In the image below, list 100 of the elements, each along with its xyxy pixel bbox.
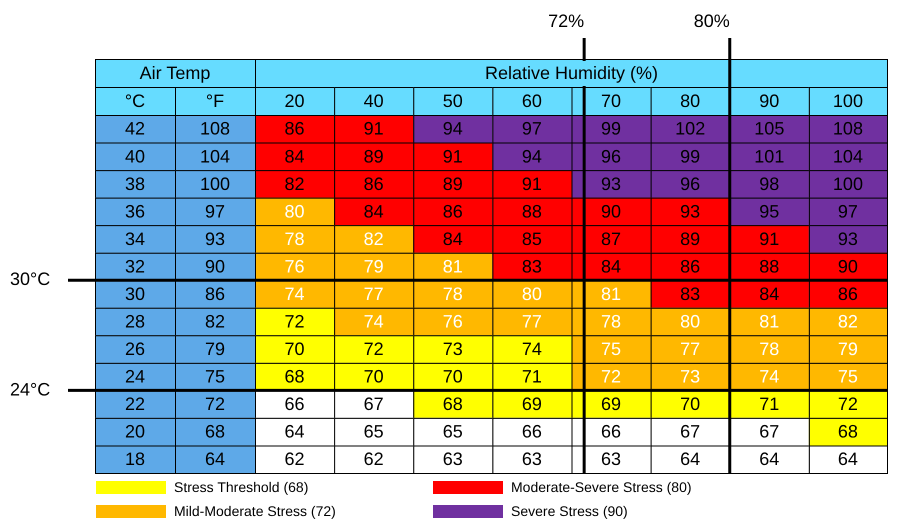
data-label: 90 — [838, 256, 858, 276]
y-tick-label: 24 — [124, 366, 146, 387]
data-label: 88 — [759, 256, 780, 276]
text: 80% — [694, 10, 730, 31]
data-label: 64 — [680, 449, 700, 470]
x-tick-label: 50 — [442, 90, 463, 111]
data-label: 73 — [442, 339, 463, 360]
y-tick-label: 22 — [124, 394, 146, 414]
y-tick-label: 20 — [124, 422, 146, 442]
data-label: 66 — [601, 422, 622, 442]
data-label: 72 — [364, 339, 384, 360]
data-label: 95 — [759, 201, 780, 222]
data-label: 63 — [601, 449, 622, 470]
y-tick-label: 26 — [124, 339, 146, 360]
data-label: 63 — [442, 449, 463, 470]
data-label: 105 — [754, 118, 784, 139]
data-label: 64 — [759, 449, 780, 470]
data-label: 82 — [364, 228, 384, 249]
data-label: 72 — [601, 366, 622, 387]
data-label: 65 — [364, 422, 384, 442]
data-label: 104 — [832, 146, 863, 166]
data-label: 89 — [364, 146, 384, 166]
data-label: 82 — [284, 174, 305, 194]
data-label: 72 — [838, 394, 858, 414]
y2-tick-label: 90 — [204, 256, 226, 276]
legend-label: Mild-Moderate Stress (72) — [174, 502, 336, 519]
data-label: 72 — [284, 312, 305, 332]
data-label: 77 — [522, 312, 542, 332]
x-tick-label: 90 — [759, 90, 780, 111]
data-label: 90 — [601, 201, 622, 222]
data-label: 78 — [601, 312, 622, 332]
data-label: 74 — [364, 312, 384, 332]
data-label: 108 — [832, 118, 863, 139]
data-label: 94 — [442, 118, 463, 139]
text: °F — [206, 90, 224, 111]
legend-label: Severe Stress (90) — [511, 502, 628, 519]
data-label: 69 — [601, 394, 622, 414]
data-label: 86 — [284, 118, 305, 139]
data-label: 70 — [364, 366, 384, 387]
data-label: 74 — [759, 366, 780, 387]
data-label: 91 — [364, 118, 384, 139]
data-label: 70 — [284, 339, 305, 360]
data-label: 75 — [601, 339, 622, 360]
y-tick-label: 30 — [124, 284, 146, 304]
data-label: 71 — [759, 394, 780, 414]
y-tick-label: 34 — [124, 228, 146, 249]
y-tick-label: 36 — [124, 201, 146, 222]
data-label: 68 — [284, 366, 305, 387]
data-label: 94 — [522, 146, 542, 166]
y2-tick-label: 104 — [200, 146, 230, 166]
data-label: 98 — [759, 174, 780, 194]
data-label: 73 — [680, 366, 700, 387]
data-label: 96 — [601, 146, 622, 166]
data-label: 101 — [754, 146, 784, 166]
data-label: 93 — [601, 174, 622, 194]
data-label: 84 — [364, 201, 384, 222]
x-axis-title: Relative Humidity (%) — [484, 62, 658, 83]
text: 72% — [548, 10, 584, 31]
data-label: 62 — [284, 449, 305, 470]
data-label: 91 — [522, 174, 542, 194]
y-tick-label: 40 — [124, 146, 146, 166]
data-label: 63 — [522, 449, 542, 470]
data-label: 86 — [364, 174, 384, 194]
x-tick-label: 80 — [680, 90, 700, 111]
data-label: 99 — [680, 146, 700, 166]
data-label: 77 — [364, 284, 384, 304]
data-label: 88 — [522, 201, 542, 222]
data-label: 68 — [442, 394, 463, 414]
data-label: 67 — [364, 394, 384, 414]
data-label: 89 — [442, 174, 463, 194]
data-label: 69 — [522, 394, 542, 414]
legend-label: Stress Threshold (68) — [174, 478, 308, 495]
data-label: 79 — [838, 339, 858, 360]
data-label: 64 — [284, 422, 305, 442]
data-label: 70 — [680, 394, 700, 414]
data-label: 87 — [601, 228, 622, 249]
data-label: 97 — [838, 201, 858, 222]
data-label: 82 — [838, 312, 858, 332]
data-label: 83 — [680, 284, 700, 304]
data-label: 67 — [759, 422, 780, 442]
y2-tick-label: 108 — [200, 118, 230, 139]
y2-tick-label: 68 — [204, 422, 226, 442]
data-label: 80 — [522, 284, 542, 304]
data-label: 100 — [832, 174, 863, 194]
y2-tick-label: 72 — [204, 394, 226, 414]
y2-tick-label: 82 — [204, 312, 226, 332]
data-label: 66 — [284, 394, 305, 414]
data-label: 93 — [680, 201, 700, 222]
data-label: 76 — [284, 256, 305, 276]
data-label: 91 — [442, 146, 463, 166]
y-tick-label: 38 — [124, 174, 146, 194]
data-label: 91 — [759, 228, 780, 249]
x-tick-label: 60 — [522, 90, 542, 111]
x-tick-label: 100 — [832, 90, 863, 111]
data-label: 66 — [522, 422, 542, 442]
data-label: 86 — [680, 256, 700, 276]
data-label: 64 — [838, 449, 858, 470]
data-label: 86 — [442, 201, 463, 222]
data-label: 77 — [680, 339, 700, 360]
data-label: 89 — [680, 228, 700, 249]
